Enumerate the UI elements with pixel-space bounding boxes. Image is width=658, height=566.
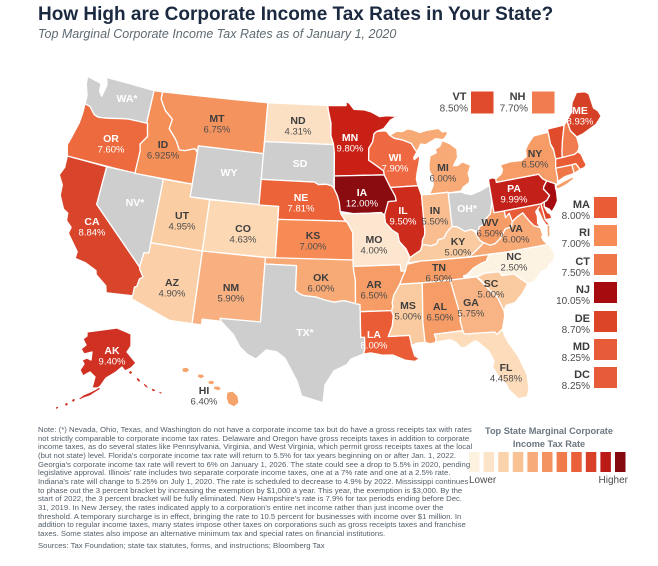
svg-text:AZ: AZ [165, 277, 180, 289]
svg-text:WA*: WA* [117, 93, 139, 105]
svg-text:DC: DC [574, 369, 590, 381]
svg-text:CO: CO [235, 223, 251, 235]
svg-text:MO: MO [366, 234, 383, 246]
svg-text:8.25%: 8.25% [562, 353, 590, 364]
svg-text:WV: WV [482, 217, 499, 229]
svg-text:NE: NE [294, 192, 309, 204]
svg-text:2.50%: 2.50% [501, 263, 528, 274]
svg-text:9.80%: 9.80% [337, 144, 364, 155]
svg-text:8.50%: 8.50% [440, 104, 468, 115]
svg-text:NC: NC [506, 251, 522, 263]
svg-text:IN: IN [430, 205, 441, 217]
svg-text:MD: MD [573, 341, 590, 353]
svg-text:4.95%: 4.95% [169, 222, 196, 233]
svg-text:TN: TN [432, 262, 446, 274]
svg-text:10.05%: 10.05% [556, 296, 590, 307]
svg-text:CT: CT [575, 256, 590, 268]
svg-text:WY: WY [221, 167, 238, 179]
svg-text:7.00%: 7.00% [300, 242, 327, 253]
svg-text:IA: IA [357, 187, 368, 199]
svg-text:4.458%: 4.458% [490, 374, 523, 385]
svg-text:GA: GA [463, 297, 479, 309]
svg-text:OK: OK [313, 272, 329, 284]
svg-text:12.00%: 12.00% [346, 199, 379, 210]
svg-text:5.90%: 5.90% [218, 294, 245, 305]
svg-text:MT: MT [209, 113, 225, 125]
svg-text:8.70%: 8.70% [562, 325, 590, 336]
svg-text:6.50%: 6.50% [477, 229, 504, 240]
svg-text:5.00%: 5.00% [478, 290, 505, 301]
svg-text:DE: DE [575, 313, 590, 325]
svg-text:5.00%: 5.00% [445, 248, 472, 259]
svg-text:OR: OR [103, 133, 119, 145]
svg-text:6.50%: 6.50% [426, 274, 453, 285]
svg-text:8.84%: 8.84% [79, 228, 106, 239]
svg-text:OH*: OH* [457, 203, 478, 215]
svg-text:VA: VA [509, 223, 523, 235]
svg-text:SC: SC [484, 278, 499, 290]
svg-text:5.75%: 5.75% [458, 309, 485, 320]
svg-text:LA: LA [367, 329, 381, 341]
svg-text:7.50%: 7.50% [562, 268, 590, 279]
svg-text:PA: PA [507, 183, 521, 195]
svg-text:MI: MI [437, 162, 449, 174]
svg-text:9.40%: 9.40% [99, 357, 126, 368]
svg-text:HI: HI [199, 385, 210, 397]
svg-text:4.63%: 4.63% [230, 235, 257, 246]
svg-text:6.50%: 6.50% [522, 160, 549, 171]
svg-text:6.925%: 6.925% [147, 151, 180, 162]
svg-text:TX*: TX* [296, 327, 314, 339]
svg-text:8.25%: 8.25% [562, 381, 590, 392]
svg-text:NJ: NJ [576, 284, 590, 296]
svg-text:6.00%: 6.00% [430, 174, 457, 185]
svg-text:7.60%: 7.60% [98, 145, 125, 156]
svg-text:6.75%: 6.75% [204, 125, 231, 136]
svg-text:6.50%: 6.50% [361, 291, 388, 302]
svg-text:7.90%: 7.90% [382, 164, 409, 175]
svg-text:ME: ME [572, 105, 588, 117]
svg-text:NV*: NV* [126, 197, 146, 209]
svg-text:4.00%: 4.00% [361, 246, 388, 257]
svg-text:8.00%: 8.00% [361, 341, 388, 352]
svg-text:ID: ID [158, 139, 169, 151]
svg-text:WI: WI [389, 152, 402, 164]
svg-text:6.50%: 6.50% [427, 313, 454, 324]
svg-text:FL: FL [500, 362, 513, 374]
svg-text:SD: SD [293, 158, 308, 170]
svg-text:KY: KY [451, 236, 466, 248]
svg-text:6.00%: 6.00% [308, 284, 335, 295]
svg-text:CA: CA [84, 216, 100, 228]
svg-text:7.00%: 7.00% [562, 239, 590, 250]
svg-text:NM: NM [223, 282, 240, 294]
svg-text:RI: RI [579, 227, 590, 239]
svg-text:AK: AK [104, 345, 120, 357]
svg-text:9.99%: 9.99% [501, 195, 528, 206]
svg-text:6.40%: 6.40% [191, 397, 218, 408]
svg-text:NH: NH [510, 91, 526, 103]
svg-text:NY: NY [528, 148, 543, 160]
svg-text:8.93%: 8.93% [567, 117, 594, 128]
svg-text:UT: UT [175, 210, 190, 222]
svg-text:IL: IL [398, 205, 408, 217]
svg-text:MA: MA [573, 199, 590, 211]
svg-text:7.70%: 7.70% [500, 104, 528, 115]
svg-text:4.31%: 4.31% [285, 127, 312, 138]
svg-text:MS: MS [400, 300, 416, 312]
svg-text:MN: MN [342, 132, 358, 144]
svg-text:9.50%: 9.50% [390, 217, 417, 228]
svg-text:KS: KS [306, 230, 321, 242]
svg-text:6.00%: 6.00% [503, 235, 530, 246]
svg-text:VT: VT [452, 91, 466, 103]
svg-text:7.81%: 7.81% [288, 204, 315, 215]
svg-text:AL: AL [433, 301, 448, 313]
svg-text:4.90%: 4.90% [159, 289, 186, 300]
svg-text:5.00%: 5.00% [395, 312, 422, 323]
svg-text:AR: AR [366, 279, 382, 291]
svg-text:ND: ND [290, 115, 306, 127]
svg-text:5.50%: 5.50% [422, 217, 449, 228]
svg-text:8.00%: 8.00% [562, 211, 590, 222]
